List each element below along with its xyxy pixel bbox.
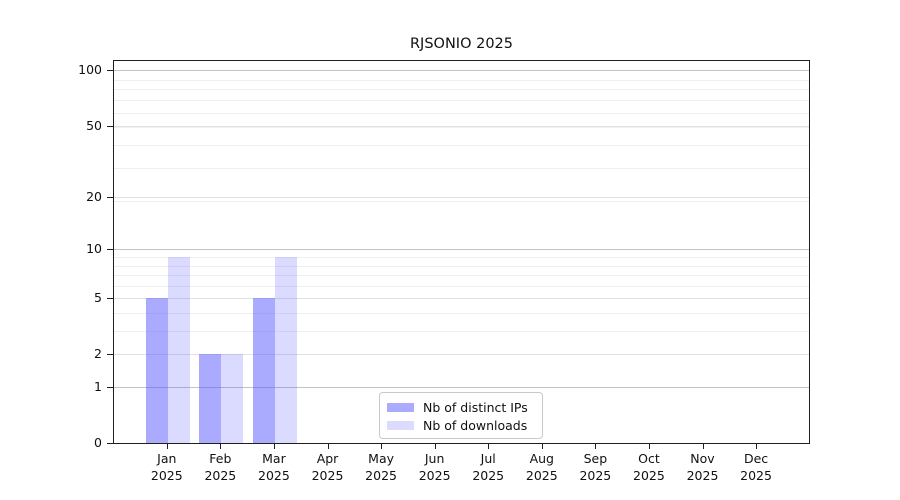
bar-distinct-ips-feb <box>199 354 222 443</box>
y-gridline-major <box>114 298 809 300</box>
y-gridline-minor <box>114 275 809 277</box>
x-tick-label-may: May 2025 <box>365 451 397 483</box>
y-tick-label: 100 <box>78 62 102 78</box>
y-gridline-minor <box>114 168 809 170</box>
x-tick-label-jul: Jul 2025 <box>472 451 505 483</box>
y-tick-label: 20 <box>86 189 102 205</box>
bar-downloads-mar <box>274 257 297 443</box>
x-tick-label-apr: Apr 2025 <box>311 451 344 483</box>
x-tick-label-nov: Nov 2025 <box>686 451 719 483</box>
bar-distinct-ips-mar <box>252 298 275 443</box>
y-gridline-minor <box>114 100 809 102</box>
legend-label: Nb of downloads <box>423 417 528 433</box>
plot-area <box>113 60 810 444</box>
x-tick-mark <box>220 444 222 449</box>
y-tick-mark <box>107 249 113 251</box>
x-tick-mark <box>166 444 168 449</box>
bar-downloads-feb <box>221 354 244 443</box>
legend: Nb of distinct IPs Nb of downloads <box>379 392 543 439</box>
y-gridline-minor <box>114 313 809 315</box>
y-gridline-major <box>114 354 809 356</box>
y-tick-mark <box>107 70 113 72</box>
y-gridline-major <box>114 249 809 251</box>
y-gridline-major <box>114 125 809 127</box>
x-tick-label-aug: Aug 2025 <box>525 451 558 483</box>
y-tick-label: 5 <box>94 290 102 306</box>
y-tick-label: 0 <box>94 435 102 450</box>
y-tick-mark <box>107 387 113 389</box>
y-tick-label: 1 <box>94 379 102 395</box>
y-gridline-minor <box>114 112 809 114</box>
bar-downloads-jan <box>167 257 190 443</box>
x-tick-label-jan: Jan 2025 <box>150 451 183 483</box>
y-gridline-minor <box>114 265 809 267</box>
chart-title: RJSONIO 2025 <box>409 36 513 52</box>
x-tick-label-feb: Feb 2025 <box>204 451 237 483</box>
y-gridline-major <box>114 70 809 72</box>
y-tick-label: 2 <box>94 346 102 362</box>
y-tick-mark <box>107 125 113 127</box>
y-gridline-major <box>114 197 809 199</box>
x-tick-mark <box>381 444 383 449</box>
y-gridline-minor <box>114 79 809 81</box>
y-tick-mark <box>107 298 113 300</box>
y-tick-mark <box>107 443 113 444</box>
y-gridline-minor <box>114 89 809 91</box>
y-tick-mark <box>107 197 113 199</box>
legend-swatch-downloads <box>387 420 414 430</box>
y-gridline-minor <box>114 145 809 147</box>
x-tick-mark <box>541 444 543 449</box>
y-tick-label: 50 <box>86 117 102 133</box>
legend-row: Nb of downloads <box>387 416 533 434</box>
y-gridline-minor <box>114 285 809 287</box>
y-gridline-minor <box>114 331 809 333</box>
x-tick-mark <box>648 444 650 449</box>
bar-distinct-ips-jan <box>145 298 168 443</box>
x-tick-mark <box>273 444 275 449</box>
legend-label: Nb of distinct IPs <box>423 399 528 415</box>
legend-swatch-distinct-ips <box>387 402 414 412</box>
y-gridline-minor <box>114 201 809 203</box>
x-tick-label-mar: Mar 2025 <box>258 451 290 483</box>
x-tick-mark <box>702 444 704 449</box>
x-tick-label-sep: Sep 2025 <box>579 451 612 483</box>
y-gridline-minor <box>114 257 809 259</box>
x-tick-label-oct: Oct 2025 <box>633 451 665 483</box>
y-tick-mark <box>107 354 113 356</box>
x-tick-mark <box>488 444 490 449</box>
x-tick-mark <box>434 444 436 449</box>
x-tick-label-jun: Jun 2025 <box>418 451 451 483</box>
y-tick-label: 10 <box>86 241 102 257</box>
x-tick-label-dec: Dec 2025 <box>740 451 772 483</box>
x-tick-mark <box>327 444 329 449</box>
x-tick-mark <box>756 444 758 449</box>
x-tick-mark <box>595 444 597 449</box>
y-gridline-major <box>114 387 809 389</box>
legend-row: Nb of distinct IPs <box>387 398 533 416</box>
y-gridline-minor <box>114 127 809 129</box>
